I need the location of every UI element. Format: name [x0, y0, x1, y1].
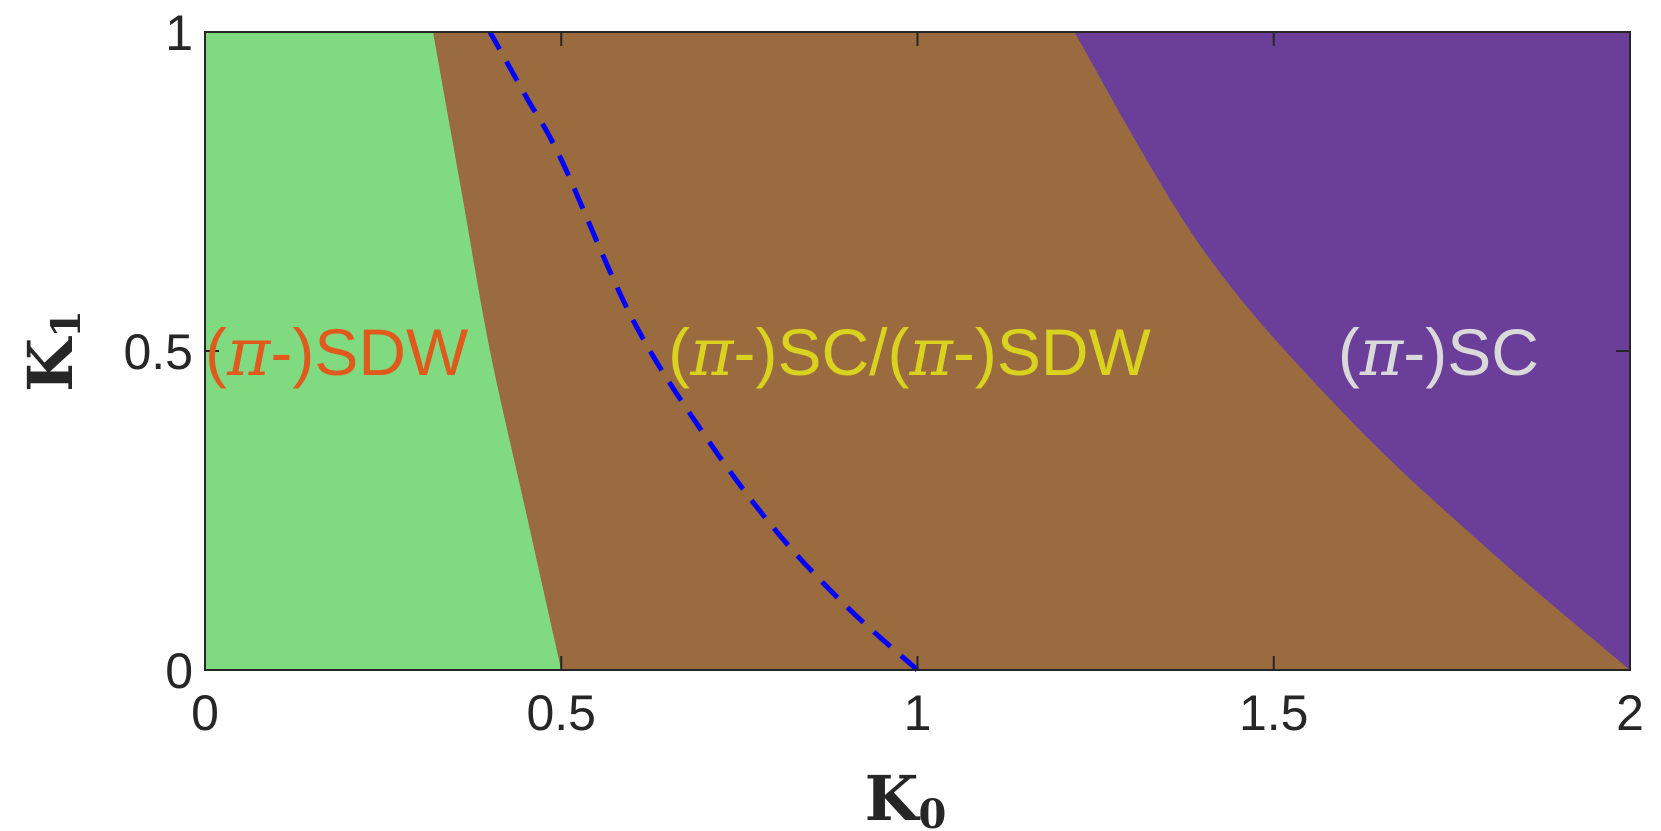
y-tick-label: 1 [165, 5, 193, 61]
region-sdw [205, 32, 562, 670]
x-tick-label: 0 [191, 685, 219, 741]
x-tick-label: 0.5 [526, 685, 596, 741]
x-tick-label: 1.5 [1239, 685, 1309, 741]
label-sc: (π-)SC [1338, 314, 1539, 391]
x-tick-label: 1 [904, 685, 932, 741]
phase-regions [205, 32, 1630, 670]
region-labels: (π-)SDW (π-)SC/(π-)SDW (π-)SC [205, 314, 1539, 391]
y-tick-label: 0.5 [123, 324, 193, 380]
y-axis-label: K1 [14, 310, 90, 392]
dashed-curve-line [487, 30, 920, 672]
dashed-boundary [487, 30, 920, 672]
x-tick-label: 2 [1616, 685, 1644, 741]
y-tick-label: 0 [165, 643, 193, 699]
axes: 0 0.5 1 1.5 2 0 0.5 1 K0 K1 [14, 5, 1644, 831]
label-sc-sdw: (π-)SC/(π-)SDW [668, 314, 1151, 391]
region-sc [1074, 32, 1630, 670]
label-sdw: (π-)SDW [205, 314, 469, 391]
x-axis-label: K0 [865, 762, 947, 831]
